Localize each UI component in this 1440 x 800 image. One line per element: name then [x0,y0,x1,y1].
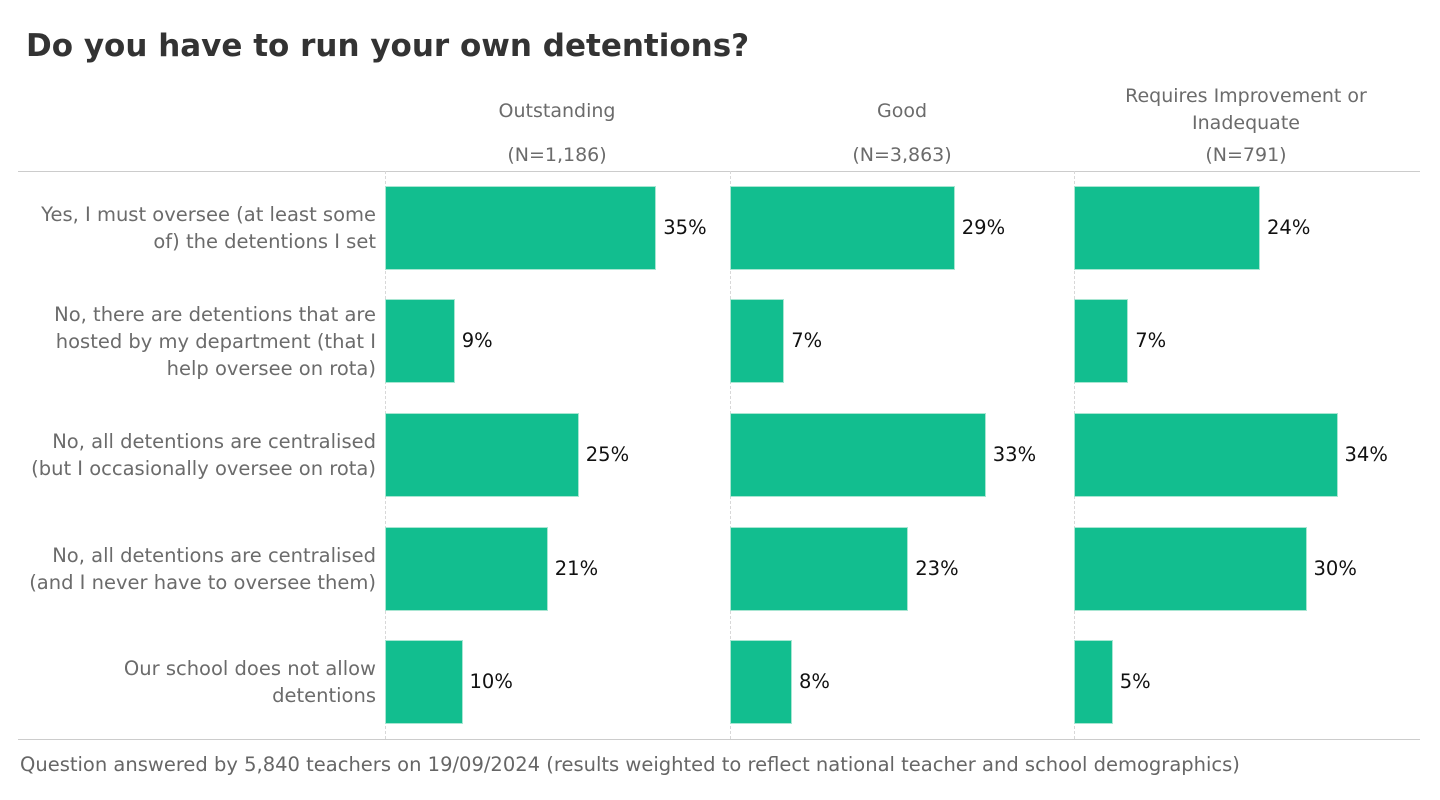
value-label: 9% [461,329,493,353]
bar [730,299,785,384]
value-label: 25% [585,443,630,466]
bar [1074,413,1338,497]
bar [385,640,463,725]
bar [1074,640,1113,725]
bottom-rule [18,739,1420,740]
value-label: 8% [799,670,830,694]
value-label: 35% [663,215,707,239]
panel-n: (N=1,186) [507,144,607,166]
panel-header: Outstanding [498,99,616,122]
panel-n: (N=791) [1205,144,1287,166]
bar [1074,299,1129,384]
bar [1074,185,1260,270]
category-label: Our school does not allow detentions [123,657,376,708]
category-label: Yes, I must oversee (at least some of) t… [41,202,376,253]
bar [1074,526,1307,611]
bar [730,185,955,270]
value-label: 10% [469,670,513,694]
footnote: Question answered by 5,840 teachers on 1… [20,753,1240,776]
value-label: 24% [1267,215,1311,239]
value-label: 29% [961,215,1006,239]
bar [730,526,909,611]
panel-header: Requires Improvement or Inadequate [1125,85,1367,134]
value-label: 33% [992,443,1037,466]
category-label: No, all detentions are centralised (but … [31,430,376,480]
value-label: 7% [1135,329,1167,353]
value-label: 30% [1313,556,1357,580]
bar [730,413,986,497]
bar [385,185,657,270]
bar [385,526,548,611]
category-label: No, all detentions are centralised (and … [29,543,376,594]
value-label: 23% [915,556,959,580]
panel-n: (N=3,863) [852,144,952,166]
value-label: 21% [554,556,599,580]
bar [385,299,455,384]
header-rule [18,171,1420,172]
bar [730,640,792,725]
value-label: 5% [1119,670,1151,694]
panel-header: Good [876,99,928,122]
chart-title: Do you have to run your own detentions? [26,28,750,64]
category-label: No, there are detentions that are hosted… [54,302,376,380]
value-label: 34% [1344,443,1388,466]
value-label: 7% [791,329,823,353]
bar [385,413,579,497]
